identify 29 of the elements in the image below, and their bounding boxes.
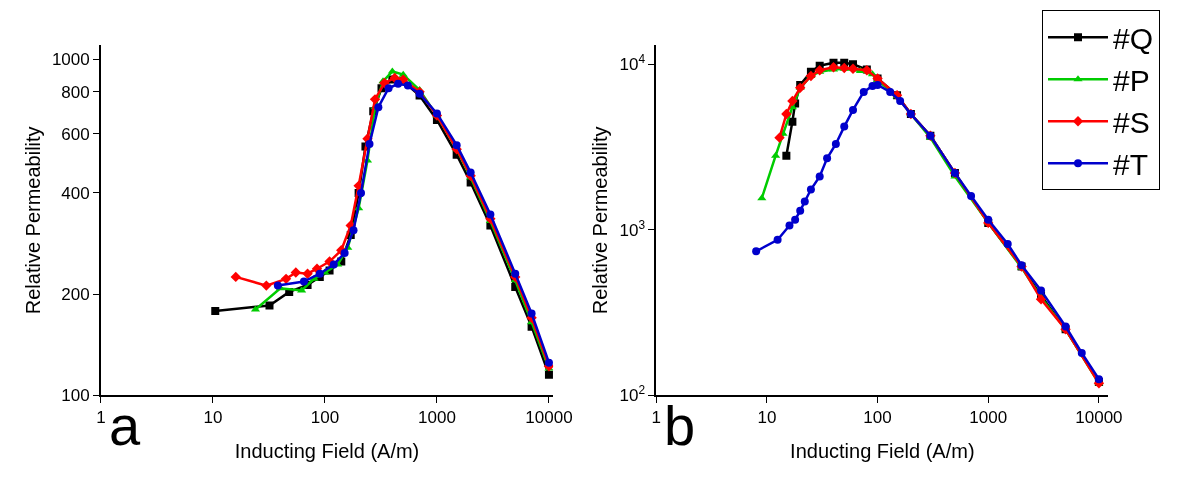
y-axis-title: Relative Permeability — [589, 126, 612, 315]
y-tick-label: 10$^{4}$ — [619, 52, 646, 75]
x-tick-label: 1 — [651, 408, 661, 428]
y-tick-label: 800 — [61, 82, 90, 102]
annotation: a — [109, 394, 141, 457]
y-tick-label: 1000 — [51, 50, 90, 70]
annotation: b — [664, 394, 696, 457]
x-tick-label: 100 — [310, 408, 340, 428]
legend-label: #S — [1113, 105, 1150, 139]
y-tick-label: 10$^{2}$ — [619, 383, 646, 406]
y-tick-label: 10$^{3}$ — [619, 217, 646, 240]
x-tick-label: 10000 — [1075, 408, 1123, 428]
legend-label: #P — [1113, 63, 1150, 97]
x-tick-label: 10 — [203, 408, 223, 428]
x-tick-label: 10000 — [525, 408, 573, 428]
x-tick-label: 1000 — [418, 408, 456, 428]
legend-label: #T — [1113, 147, 1149, 181]
y-tick-label: 400 — [61, 183, 90, 203]
x-tick-label: 100 — [863, 408, 892, 428]
x-tick-label: 1000 — [969, 408, 1008, 428]
y-tick-label: 600 — [61, 124, 90, 144]
x-axis-title: Inducting Field (A/m) — [234, 440, 420, 463]
x-tick-label: 10 — [757, 408, 777, 428]
legend-label: #Q — [1113, 21, 1154, 55]
x-tick-label: 1 — [96, 408, 106, 428]
y-tick-label: 100 — [61, 386, 90, 406]
x-axis-title: Inducting Field (A/m) — [790, 440, 975, 463]
y-axis-title: Relative Permeability — [21, 126, 44, 315]
y-tick-label: 200 — [61, 285, 90, 305]
